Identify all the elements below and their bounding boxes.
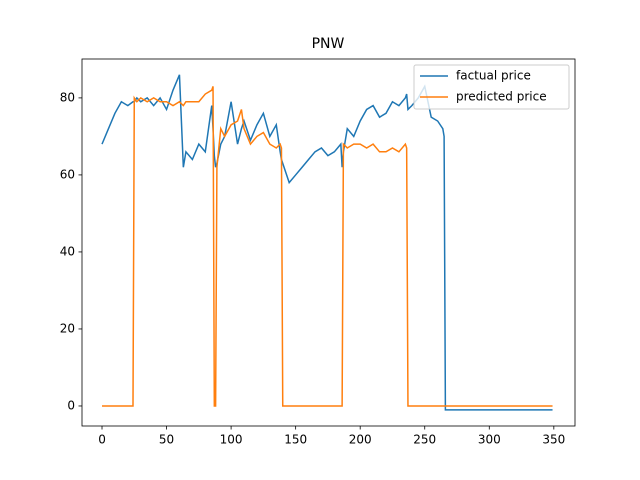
legend-label: predicted price bbox=[456, 90, 547, 104]
x-tick-label: 350 bbox=[542, 433, 565, 447]
data-line bbox=[102, 86, 553, 407]
x-tick-label: 250 bbox=[413, 433, 436, 447]
y-tick-label: 80 bbox=[60, 90, 75, 104]
plot-frame bbox=[81, 58, 576, 427]
y-tick-label: 60 bbox=[60, 167, 75, 181]
x-tick-label: 0 bbox=[98, 433, 106, 447]
y-tick-label: 0 bbox=[67, 398, 75, 412]
x-tick-label: 150 bbox=[284, 433, 307, 447]
y-tick-label: 40 bbox=[60, 244, 75, 258]
y-tick-label: 20 bbox=[60, 321, 75, 335]
x-tick-label: 100 bbox=[220, 433, 243, 447]
x-tick-label: 200 bbox=[349, 433, 372, 447]
legend: factual price predicted price bbox=[413, 64, 570, 110]
x-tick-label: 300 bbox=[478, 433, 501, 447]
x-tick-label: 50 bbox=[159, 433, 174, 447]
legend-box bbox=[413, 64, 570, 110]
legend-label: factual price bbox=[456, 69, 531, 83]
chart-title: PNW bbox=[312, 36, 345, 52]
